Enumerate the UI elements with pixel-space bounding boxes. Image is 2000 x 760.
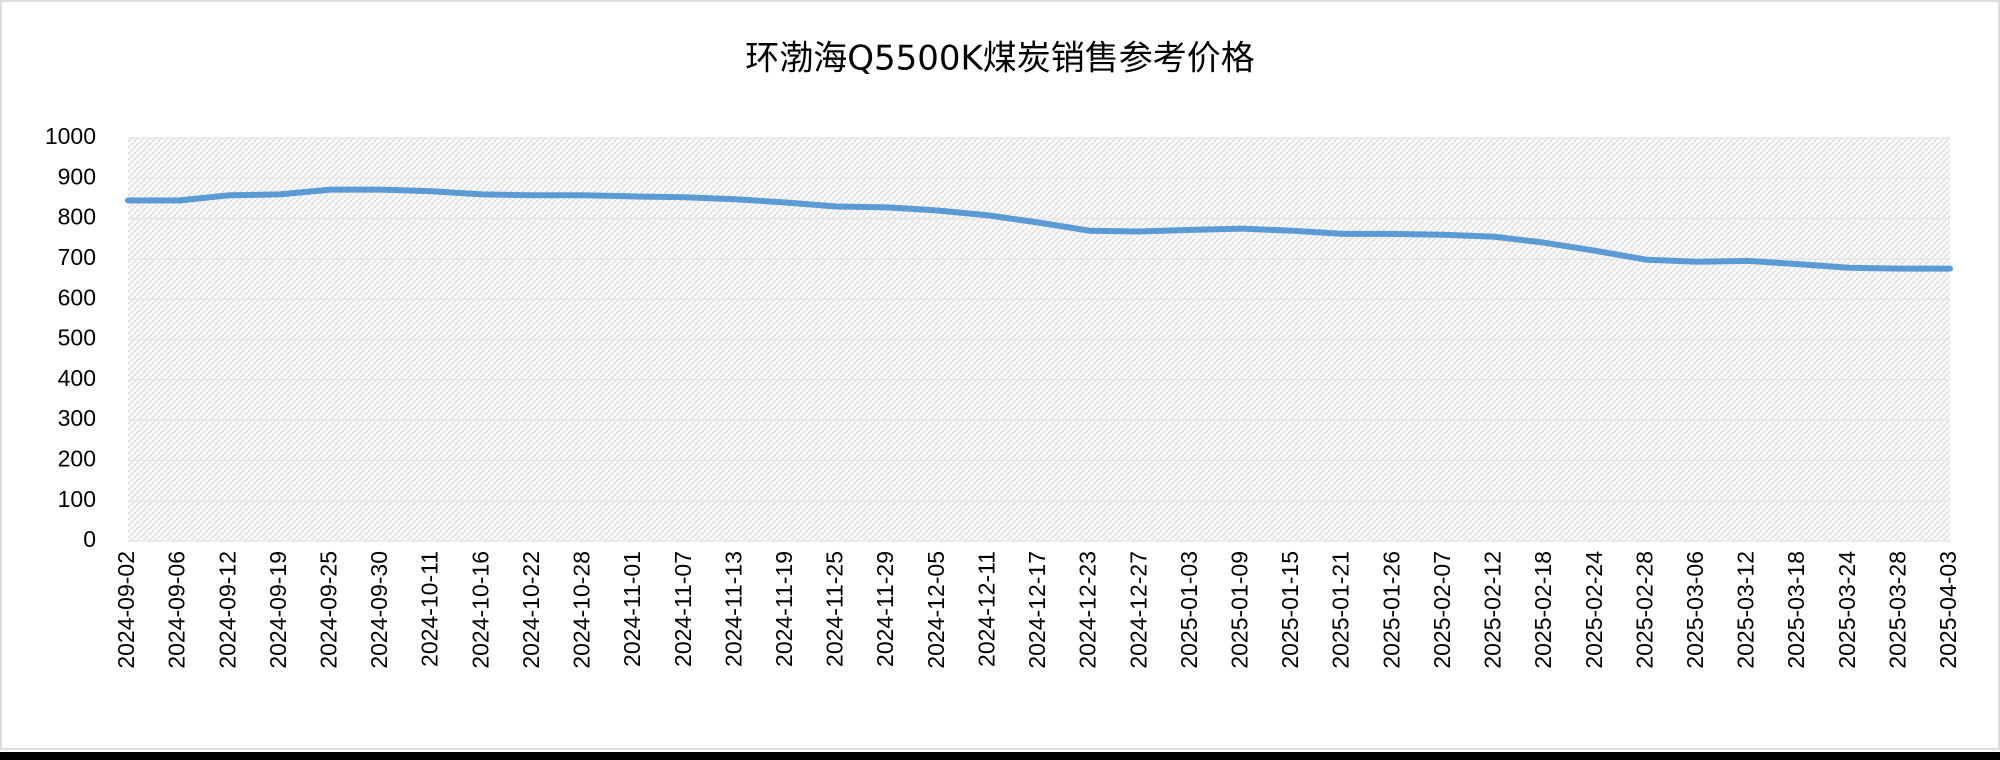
x-tick-label: 2025-02-24 [1581, 551, 1607, 669]
y-tick-label: 800 [58, 204, 96, 230]
y-tick-label: 900 [58, 163, 96, 189]
x-tick-label: 2025-01-15 [1277, 551, 1303, 669]
y-tick-label: 300 [58, 405, 96, 431]
x-tick-label: 2024-09-25 [316, 551, 342, 669]
x-tick-label: 2025-03-28 [1884, 551, 1910, 669]
x-tick-label: 2025-03-06 [1682, 551, 1708, 669]
y-tick-label: 500 [58, 325, 96, 351]
x-tick-label: 2024-09-02 [113, 551, 139, 669]
x-tick-label: 2025-01-03 [1176, 551, 1202, 669]
y-tick-label: 200 [58, 445, 96, 471]
x-tick-label: 2024-10-16 [467, 551, 493, 669]
x-tick-label: 2024-11-25 [822, 551, 848, 667]
chart-title: 环渤海Q5500K煤炭销售参考价格 [745, 39, 1255, 79]
y-tick-label: 600 [58, 284, 96, 310]
y-tick-label: 100 [58, 486, 96, 512]
x-tick-label: 2024-09-19 [265, 551, 291, 669]
x-tick-label: 2024-12-17 [1024, 551, 1050, 669]
x-tick-label: 2024-09-06 [164, 551, 190, 669]
bottom-bar [0, 752, 2000, 760]
line [125, 186, 1953, 272]
x-tick-label: 2024-12-05 [923, 551, 949, 669]
x-tick-label: 2024-11-13 [720, 551, 746, 667]
x-tick-label: 2025-03-18 [1783, 551, 1809, 669]
x-tick-label: 2024-09-30 [366, 551, 392, 669]
x-tick-label: 2025-01-21 [1328, 551, 1354, 669]
x-tick-label: 2025-01-26 [1378, 551, 1404, 669]
x-tick-label: 2024-10-22 [518, 551, 544, 669]
x-tick-label: 2024-12-23 [1075, 551, 1101, 669]
x-tick-label: 2025-03-24 [1834, 551, 1860, 669]
x-tick-label: 2024-12-11 [973, 551, 999, 667]
x-tick-label: 2025-04-03 [1935, 551, 1961, 669]
y-tick-label: 1000 [45, 123, 96, 149]
x-tick-label: 2024-10-11 [417, 551, 443, 667]
x-tick-label: 2025-02-12 [1480, 551, 1506, 669]
x-tick-label: 2025-02-28 [1631, 551, 1657, 669]
x-tick-label: 2025-02-18 [1530, 551, 1556, 669]
x-tick-label: 2024-12-27 [1125, 551, 1151, 669]
y-tick-label: 400 [58, 365, 96, 391]
x-tick-label: 2024-11-07 [670, 551, 696, 667]
x-tick-label: 2024-11-01 [619, 551, 645, 667]
y-tick-label: 700 [58, 244, 96, 270]
x-tick-label: 2024-10-28 [569, 551, 595, 669]
x-tick-label: 2024-11-19 [771, 551, 797, 667]
x-tick-label: 2025-03-12 [1733, 551, 1759, 669]
y-tick-label: 0 [83, 526, 96, 552]
x-tick-label: 2025-01-09 [1227, 551, 1253, 669]
x-tick-label: 2024-11-29 [872, 551, 898, 667]
x-tick-label: 2025-02-07 [1429, 551, 1455, 669]
x-tick-label: 2024-09-12 [214, 551, 240, 669]
